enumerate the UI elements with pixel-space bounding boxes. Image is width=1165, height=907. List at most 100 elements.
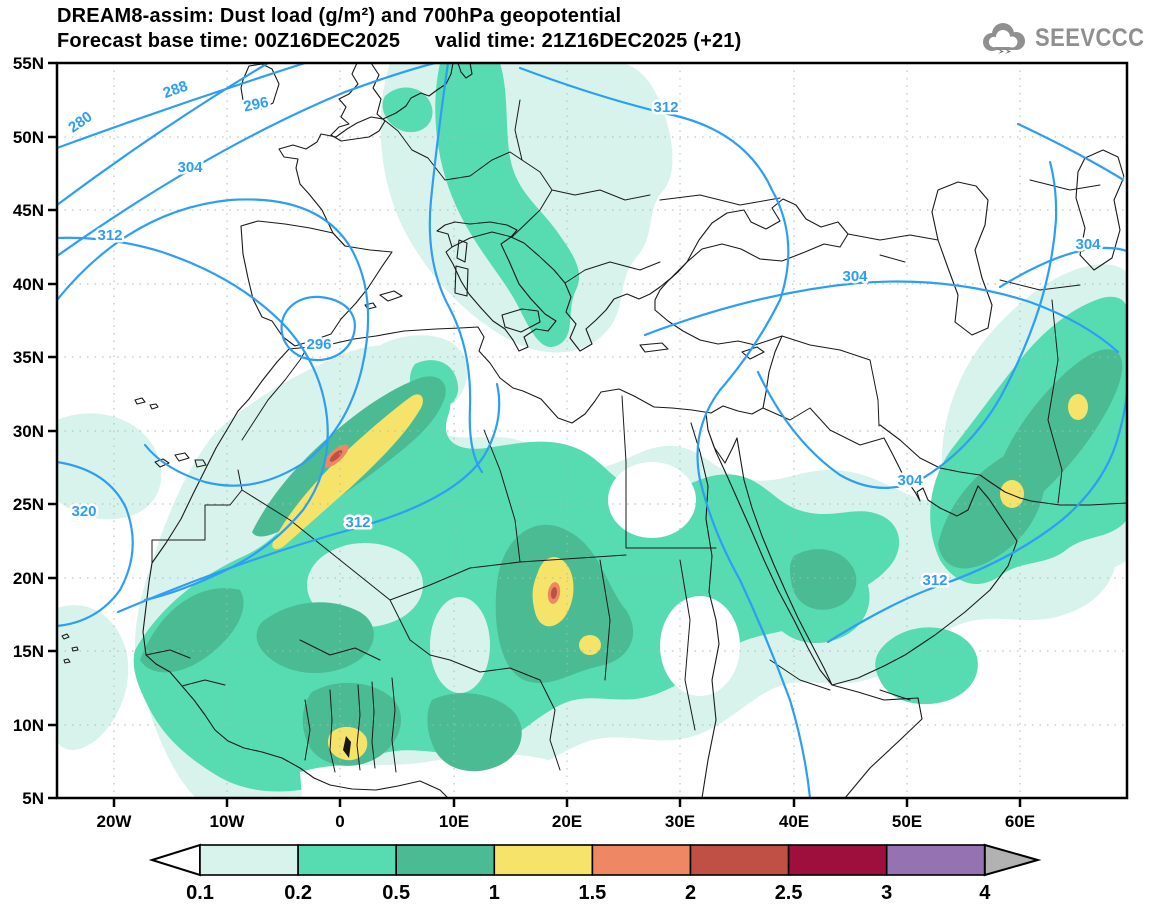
coastline-sinai-red-sea <box>705 412 833 686</box>
x-tick-label: 10W <box>210 812 246 831</box>
x-tick-label: 20E <box>552 812 582 831</box>
contour-296-nw <box>57 63 437 258</box>
x-tick-label: 60E <box>1005 812 1035 831</box>
dust-02-horn <box>875 627 978 705</box>
forecast-time-subtitle: Forecast base time: 00Z16DEC2025 valid t… <box>57 30 742 52</box>
colorbar-segment <box>199 844 299 876</box>
dust-02-netherlands <box>382 87 433 133</box>
colorbar-value: 2 <box>685 882 696 904</box>
logo-text: SEEVCCC <box>1034 23 1145 52</box>
contour-296-ne <box>1016 122 1127 184</box>
colorbar-segment <box>787 844 888 876</box>
dust-05-mali <box>256 602 374 674</box>
colorbar-value: 1 <box>489 882 500 904</box>
colorbar-segment <box>395 844 496 876</box>
y-tick-label: 30N <box>13 422 44 441</box>
clear-egypt <box>608 462 696 538</box>
contour-value-label: 304 <box>1075 236 1101 253</box>
colorbar-value: 4 <box>979 882 991 904</box>
dust-05-ghana <box>302 682 402 766</box>
x-tick-label: 50E <box>892 812 922 831</box>
y-tick-label: 50N <box>13 128 44 147</box>
colorbar-legend: 0.1 0.2 0.5 1 1.5 2 2.5 3 4 <box>148 843 1042 904</box>
x-tick-label: 20W <box>97 812 133 831</box>
coastlines-borders-layer <box>61 63 1127 798</box>
clear-sudan-west <box>660 596 740 696</box>
river-nile <box>690 422 720 798</box>
geopotential-contours <box>57 63 1127 798</box>
contour-304-caspian <box>998 246 1127 289</box>
contour-value-label: 280 <box>65 108 95 136</box>
dust-shading-layer <box>57 63 1127 798</box>
page-title: DREAM8-assim: Dust load (g/m²) and 700hP… <box>57 5 622 27</box>
colorbar-segment <box>689 844 790 876</box>
coastline-persian-gulf-north <box>879 424 1127 506</box>
contour-value-label: 320 <box>71 503 96 520</box>
y-tick-label: 40N <box>13 275 44 294</box>
colorbar-value: 0.2 <box>284 882 312 904</box>
coastline-sicily <box>501 308 541 333</box>
dust-1-hormuz-spot <box>1000 480 1024 508</box>
y-tick-label: 25N <box>13 495 44 514</box>
colorbar-value: 3 <box>881 882 892 904</box>
islands-canary-madeira <box>134 397 207 468</box>
dust-05-sudan <box>790 549 857 610</box>
y-tick-label: 20N <box>13 569 44 588</box>
coastline-britain <box>330 63 386 142</box>
dust-1-chad-spot <box>579 635 601 655</box>
y-tick-label: 15N <box>13 642 44 661</box>
dust-05-iran <box>987 349 1123 521</box>
dust-1-morocco-plume <box>272 394 423 550</box>
coastline-ireland <box>240 63 280 112</box>
dust-2-chad-core <box>550 587 558 599</box>
contour-value-label: 304 <box>177 159 203 176</box>
x-tick-label: 0 <box>335 812 344 831</box>
contour-value-label: 312 <box>653 99 678 116</box>
coastline-crete <box>639 342 669 353</box>
colorbar-value: 1.5 <box>578 882 606 904</box>
x-tick-label: 10E <box>439 812 469 831</box>
contour-304-nw <box>57 198 370 487</box>
y-tick-label: 10N <box>13 716 44 735</box>
colorbar-value: 2.5 <box>775 882 803 904</box>
y-tick-label: 35N <box>13 348 44 367</box>
contour-304-gulf <box>756 160 1058 489</box>
contour-value-label: 312 <box>97 227 122 244</box>
contour-labels: 280 288 296 304 312 296 320 312 312 304 296 304 304 3… <box>63 75 1150 591</box>
y-tick-label: 45N <box>13 201 44 220</box>
contour-320 <box>57 460 134 628</box>
contour-288 <box>57 63 270 207</box>
contour-312-arabia <box>826 390 1127 644</box>
contour-value-label: 304 <box>842 268 868 285</box>
colorbar-over-arrow <box>983 843 1042 877</box>
coastline-italy <box>436 221 557 352</box>
dust-01-atlantic-south <box>57 605 129 750</box>
contour-value-label: 312 <box>345 514 370 531</box>
clear-guinea-coast <box>300 754 573 798</box>
colorbar-segment <box>493 844 594 876</box>
lake-volta <box>343 736 351 758</box>
dust-01-niger-gap <box>430 597 490 693</box>
x-tick-label: 40E <box>779 812 809 831</box>
contour-308-europe <box>428 63 484 474</box>
colorbar-segment <box>297 844 398 876</box>
contour-312-east-europe <box>518 66 812 798</box>
axes: 55N 50N 45N 40N 35N 30N 25N 20N 15N 10N 5N 20W 10W 0 1… <box>13 54 1035 831</box>
dust-1-iran-spot <box>1068 394 1088 420</box>
contour-304-turkey <box>643 280 1120 354</box>
coastline-aral <box>1075 149 1125 271</box>
coastline-balkans-greece <box>510 236 688 352</box>
coastline-mediterranean-south <box>142 309 783 798</box>
contour-value-label: 288 <box>161 78 190 103</box>
coastline-anatolia-west <box>654 261 688 311</box>
contour-value-label: 304 <box>897 472 923 489</box>
coastline-iberia <box>240 220 393 347</box>
coastline-caspian <box>931 181 993 336</box>
contour-value-label: 296 <box>306 336 331 353</box>
colorbar-segment <box>885 844 986 876</box>
colorbar-segment <box>591 844 692 876</box>
contour-value-label: 296 <box>1125 167 1150 184</box>
islands-balearic <box>364 290 403 310</box>
